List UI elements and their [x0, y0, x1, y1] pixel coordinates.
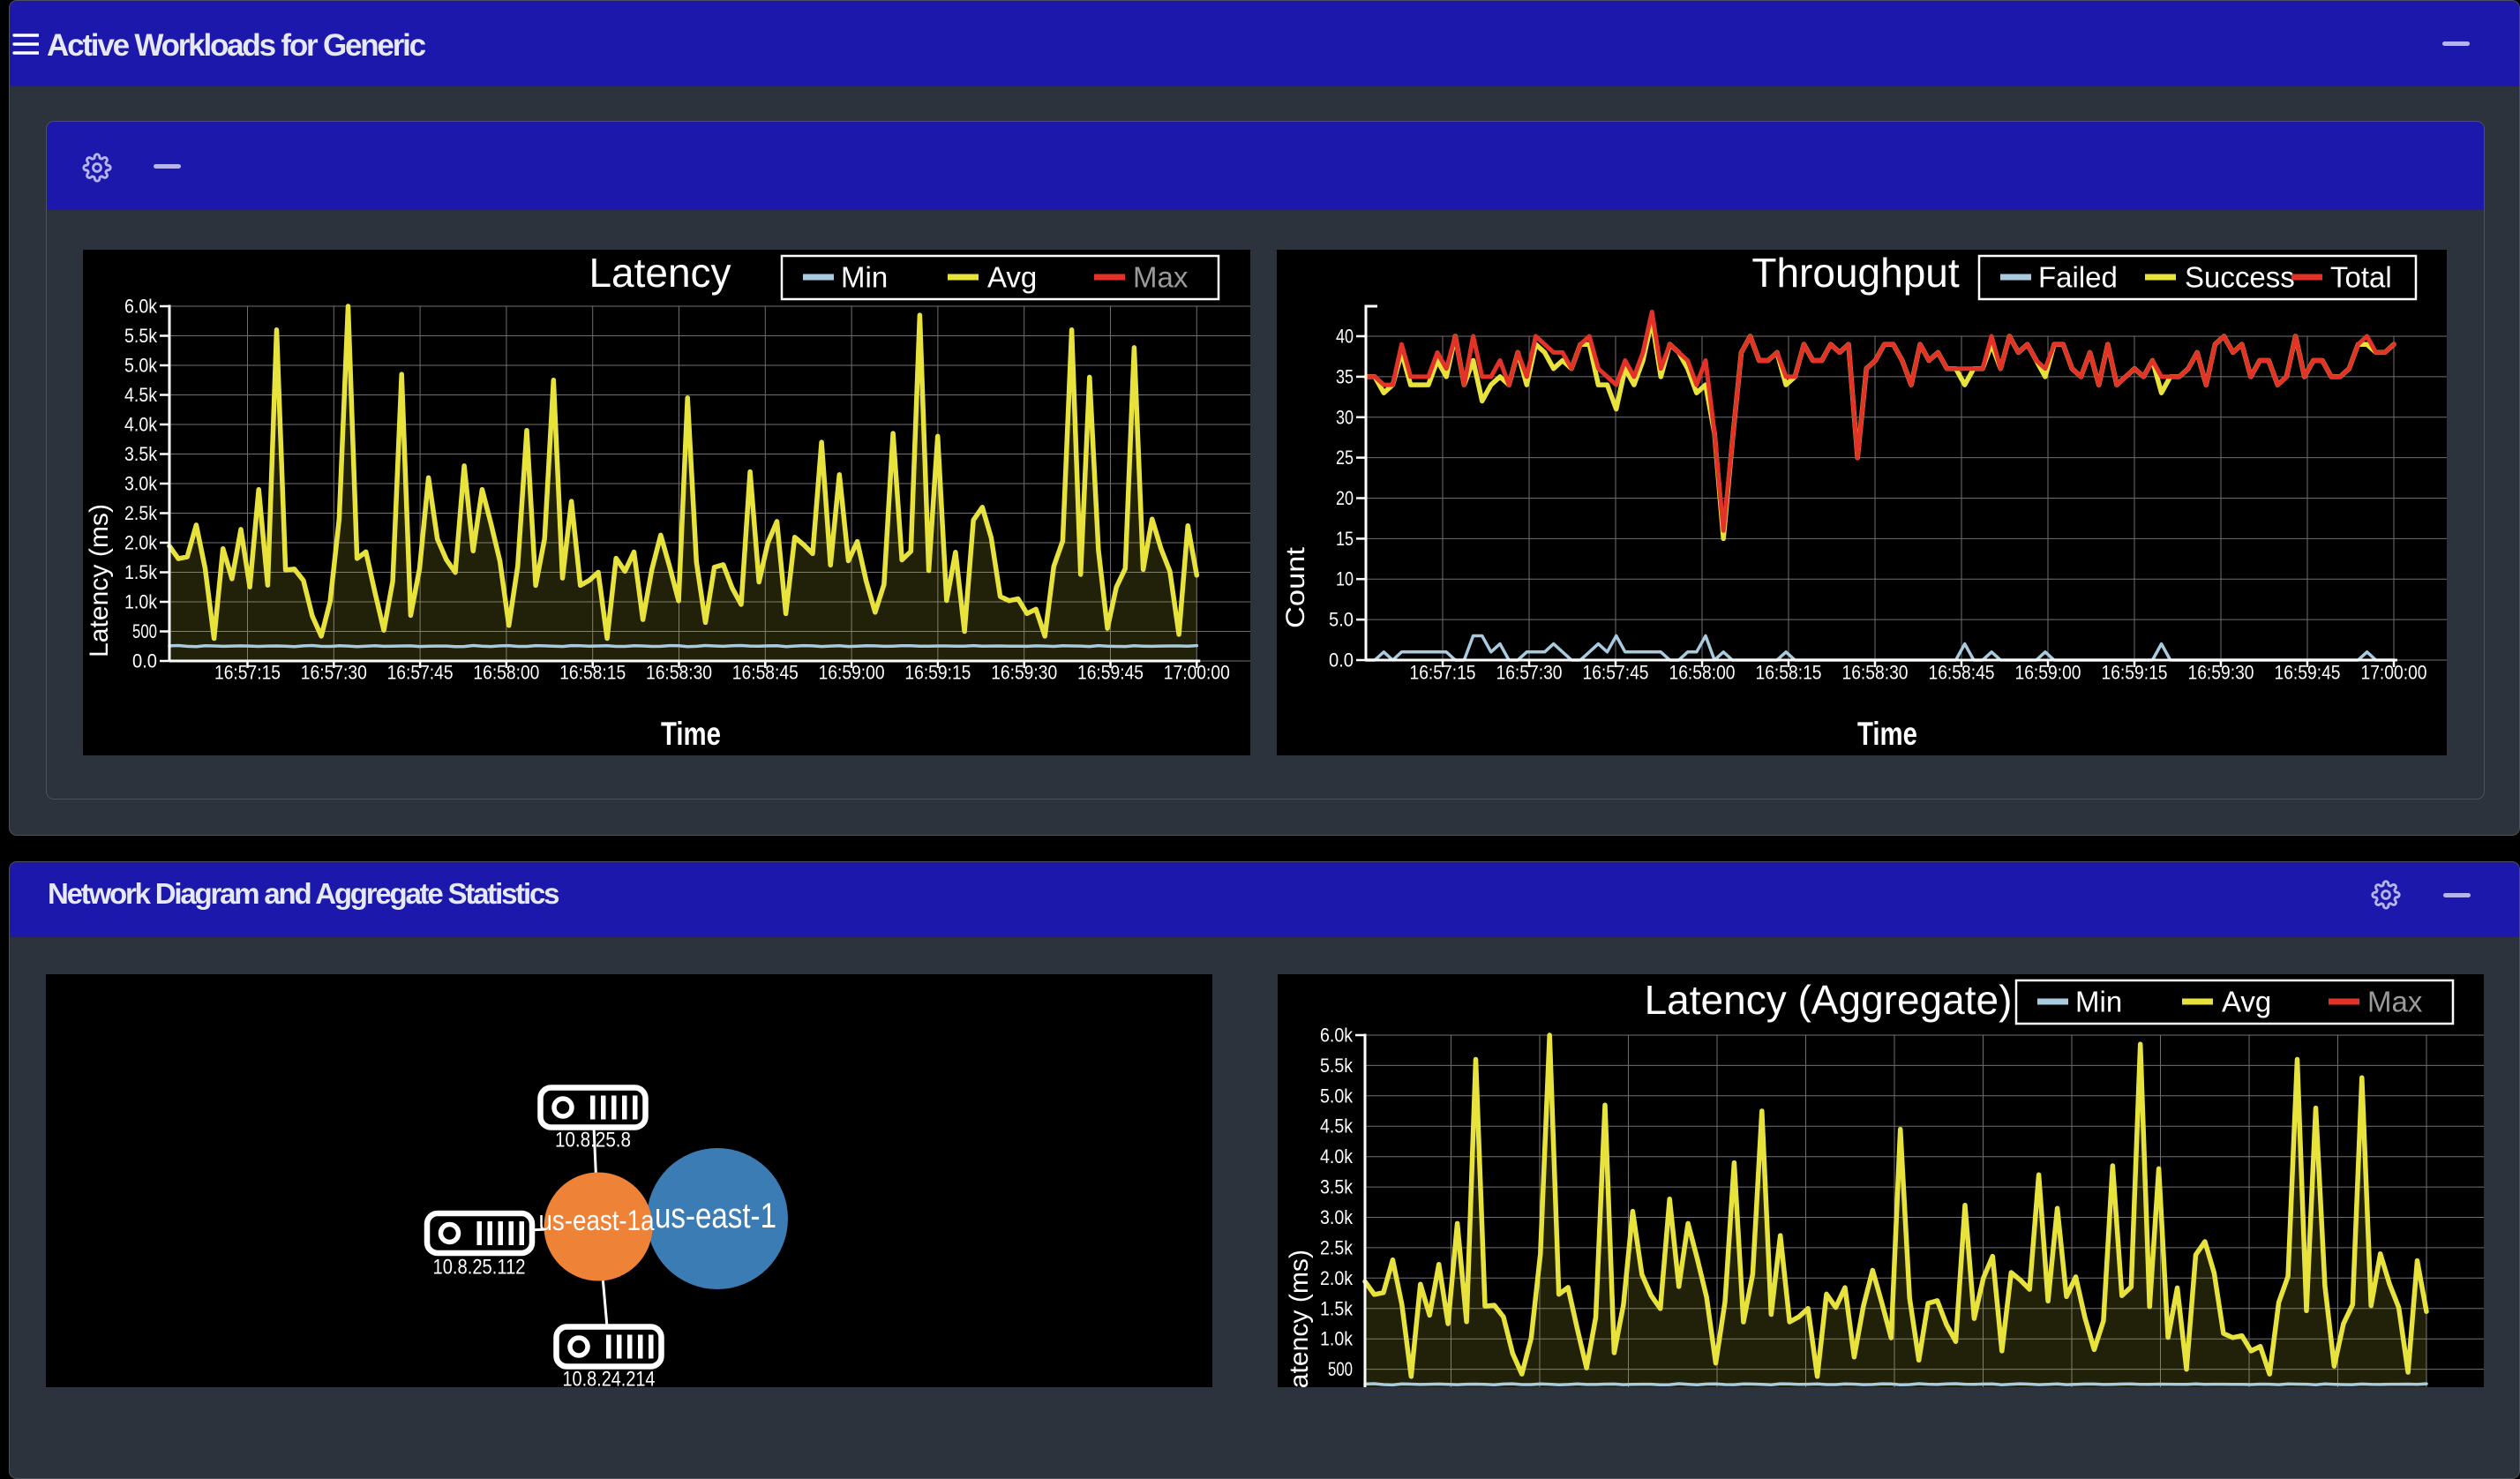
svg-text:6.0k: 6.0k: [124, 296, 158, 318]
svg-text:5.0k: 5.0k: [1320, 1085, 1354, 1107]
svg-text:Latency (ms): Latency (ms): [1285, 1250, 1314, 1387]
svg-text:10.8.24.214: 10.8.24.214: [563, 1368, 656, 1388]
svg-text:16:59:45: 16:59:45: [1077, 662, 1144, 684]
svg-text:1.0k: 1.0k: [124, 591, 158, 613]
svg-text:1.5k: 1.5k: [1320, 1297, 1354, 1319]
svg-text:5.0: 5.0: [1329, 609, 1354, 631]
svg-text:Latency (ms): Latency (ms): [85, 504, 114, 657]
svg-text:us-east-1a: us-east-1a: [539, 1205, 655, 1236]
svg-text:16:58:00: 16:58:00: [473, 662, 539, 684]
svg-text:10.8.25.112: 10.8.25.112: [433, 1256, 526, 1280]
svg-text:20: 20: [1336, 487, 1354, 509]
svg-text:16:59:15: 16:59:15: [904, 662, 971, 684]
svg-text:2.0k: 2.0k: [124, 532, 158, 554]
svg-text:Min: Min: [841, 261, 888, 294]
svg-text:16:59:00: 16:59:00: [2015, 662, 2081, 684]
svg-text:5.0k: 5.0k: [124, 355, 158, 377]
svg-text:2.5k: 2.5k: [1320, 1236, 1354, 1258]
svg-text:4.0k: 4.0k: [124, 414, 158, 436]
svg-text:35: 35: [1336, 365, 1354, 387]
svg-text:Min: Min: [2075, 986, 2122, 1018]
svg-text:6.0k: 6.0k: [1320, 1025, 1354, 1047]
svg-text:4.5k: 4.5k: [124, 384, 158, 406]
svg-text:4.5k: 4.5k: [1320, 1115, 1354, 1137]
svg-text:2.0k: 2.0k: [1320, 1267, 1354, 1289]
svg-text:Avg: Avg: [987, 261, 1037, 294]
svg-text:4.0k: 4.0k: [1320, 1145, 1354, 1167]
svg-text:Latency: Latency: [589, 250, 731, 296]
svg-text:16:57:45: 16:57:45: [387, 662, 454, 684]
svg-text:40: 40: [1336, 326, 1354, 348]
svg-text:5.5k: 5.5k: [124, 325, 158, 347]
svg-text:Success: Success: [2185, 261, 2295, 294]
svg-text:16:57:15: 16:57:15: [214, 662, 281, 684]
svg-text:16:57:15: 16:57:15: [1410, 662, 1476, 684]
svg-text:Throughput: Throughput: [1751, 250, 1959, 296]
svg-text:Avg: Avg: [2222, 986, 2271, 1018]
svg-text:500: 500: [132, 620, 157, 642]
svg-text:0.0: 0.0: [1329, 649, 1354, 672]
svg-text:Failed: Failed: [2038, 261, 2118, 294]
svg-text:16:59:30: 16:59:30: [2188, 662, 2254, 684]
svg-text:1.5k: 1.5k: [124, 561, 158, 583]
svg-text:us-east-1: us-east-1: [655, 1197, 776, 1235]
svg-text:Max: Max: [2367, 986, 2423, 1018]
svg-text:3.5k: 3.5k: [124, 443, 158, 465]
svg-text:3.0k: 3.0k: [1320, 1206, 1354, 1228]
svg-text:Latency (Aggregate): Latency (Aggregate): [1645, 977, 2013, 1023]
svg-text:16:57:45: 16:57:45: [1583, 662, 1649, 684]
svg-text:Max: Max: [1133, 261, 1189, 294]
svg-text:1.0k: 1.0k: [1320, 1328, 1354, 1350]
svg-text:25: 25: [1336, 447, 1354, 469]
svg-text:16:57:30: 16:57:30: [301, 662, 367, 684]
svg-text:16:59:15: 16:59:15: [2102, 662, 2168, 684]
svg-text:3.0k: 3.0k: [124, 473, 158, 495]
svg-text:16:57:30: 16:57:30: [1496, 662, 1563, 684]
svg-text:16:58:15: 16:58:15: [559, 662, 626, 684]
svg-text:17:00:00: 17:00:00: [2361, 662, 2427, 684]
svg-text:500: 500: [1328, 1358, 1353, 1380]
svg-text:16:59:00: 16:59:00: [819, 662, 885, 684]
svg-text:2.5k: 2.5k: [124, 502, 158, 524]
svg-text:16:59:45: 16:59:45: [2275, 662, 2341, 684]
svg-text:16:58:30: 16:58:30: [1842, 662, 1909, 684]
svg-text:0.0: 0.0: [132, 650, 157, 672]
svg-text:17:00:00: 17:00:00: [1164, 662, 1230, 684]
svg-text:16:58:45: 16:58:45: [732, 662, 799, 684]
svg-text:16:58:00: 16:58:00: [1669, 662, 1736, 684]
svg-text:16:59:30: 16:59:30: [991, 662, 1057, 684]
svg-text:15: 15: [1336, 528, 1354, 550]
svg-text:10: 10: [1336, 568, 1354, 590]
svg-text:Time: Time: [1857, 716, 1917, 752]
svg-text:16:58:30: 16:58:30: [646, 662, 712, 684]
svg-text:Time: Time: [661, 716, 721, 752]
svg-text:Count: Count: [1281, 546, 1310, 628]
svg-text:16:58:45: 16:58:45: [1929, 662, 1995, 684]
svg-text:10.8.25.8: 10.8.25.8: [555, 1129, 631, 1152]
svg-text:3.5k: 3.5k: [1320, 1176, 1354, 1198]
svg-text:5.5k: 5.5k: [1320, 1055, 1354, 1077]
svg-text:30: 30: [1336, 406, 1354, 428]
svg-text:16:58:15: 16:58:15: [1756, 662, 1822, 684]
svg-text:Total: Total: [2330, 261, 2392, 294]
